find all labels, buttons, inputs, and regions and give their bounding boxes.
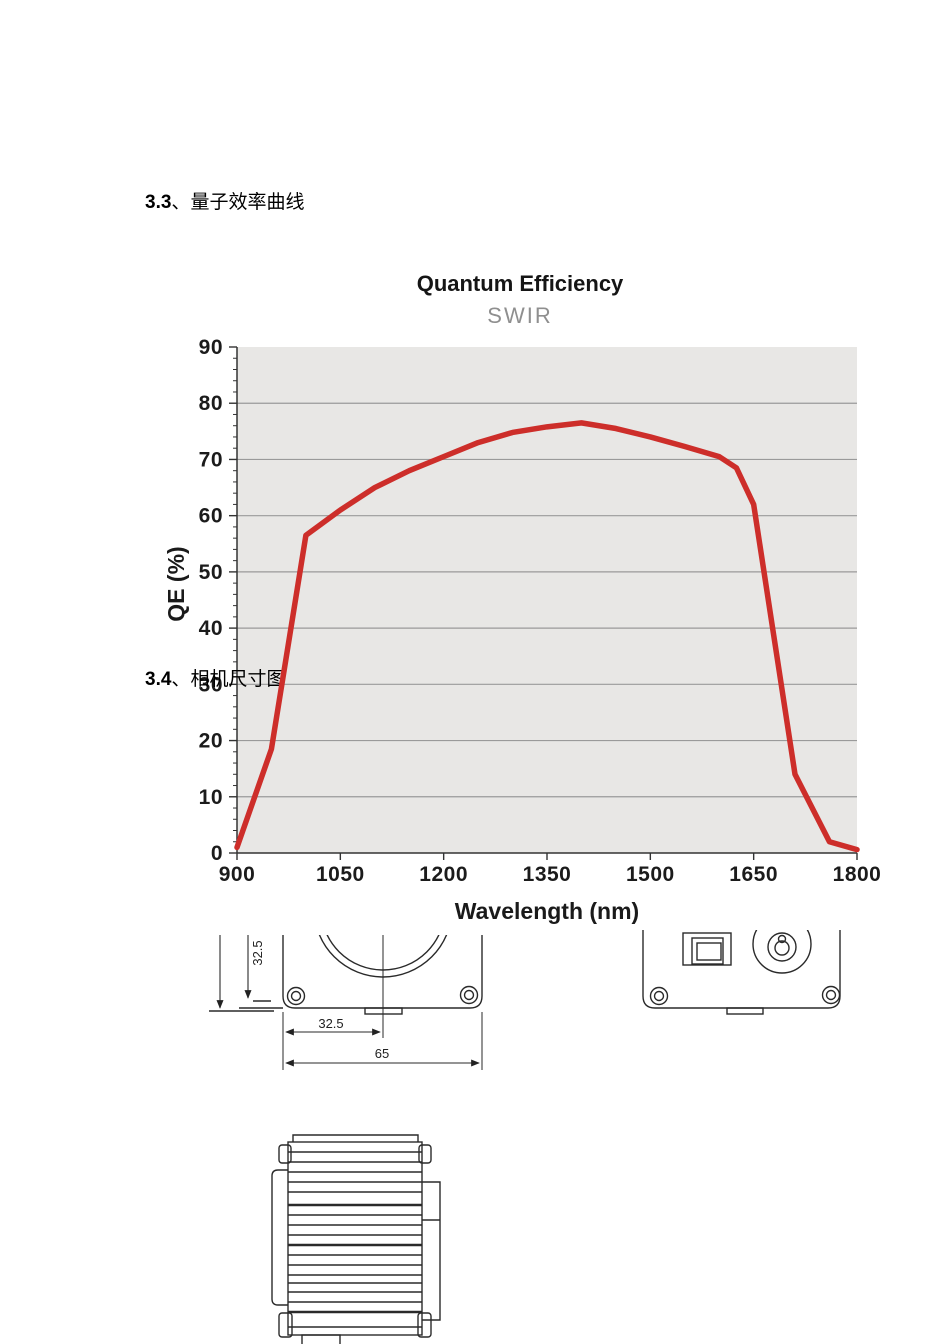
y-tick-label: 70 bbox=[199, 448, 223, 471]
screw-hole-right bbox=[459, 985, 479, 1005]
x-tick-label: 1500 bbox=[626, 863, 675, 886]
camera-top-view-drawing bbox=[271, 1134, 441, 1344]
x-axis-title: Wavelength (nm) bbox=[454, 898, 640, 924]
side-connector-block bbox=[422, 1181, 441, 1321]
camera-front-view-drawing: 32.5 32.5 65 bbox=[209, 935, 483, 1070]
section-3-3-heading: 3.3、量子效率曲线 bbox=[145, 187, 304, 214]
camera-body-outline bbox=[287, 1141, 423, 1336]
camera-back-view-drawing bbox=[642, 930, 841, 1015]
corner-tabs bbox=[278, 1144, 432, 1338]
x-tick-label: 1050 bbox=[316, 863, 365, 886]
power-io-connector bbox=[752, 930, 812, 974]
dim-label-half-width: 32.5 bbox=[318, 1016, 343, 1031]
section-number: 3.4 bbox=[145, 669, 172, 690]
dim-label-center-offset: 32.5 bbox=[250, 940, 265, 965]
x-tick-label: 1200 bbox=[419, 863, 468, 886]
section-separator: 、 bbox=[171, 669, 191, 690]
bottom-tab bbox=[301, 1334, 341, 1344]
section-number: 3.3 bbox=[145, 192, 172, 213]
qe-chart-plot: 0 10 20 30 40 50 60 70 80 90 900 1050 1200 1350 1500 16… bbox=[199, 336, 882, 886]
chart-title: Quantum Efficiency bbox=[416, 271, 624, 296]
top-cap bbox=[292, 1134, 419, 1142]
y-tick-label: 40 bbox=[199, 617, 223, 640]
side-plate-left bbox=[271, 1169, 288, 1306]
y-axis-title: QE (%) bbox=[163, 546, 189, 622]
y-tick-label: 80 bbox=[199, 392, 223, 415]
y-tick-label: 10 bbox=[199, 786, 223, 809]
y-tick-label: 30 bbox=[199, 673, 223, 696]
usb-connector bbox=[682, 932, 732, 966]
plot-background bbox=[237, 347, 857, 853]
x-tick-label: 900 bbox=[219, 863, 256, 886]
screw-hole-left bbox=[649, 986, 669, 1006]
dim-label-overall-width: 65 bbox=[375, 1046, 389, 1061]
chart-subtitle: SWIR bbox=[487, 303, 553, 328]
y-tick-label: 20 bbox=[199, 730, 223, 753]
screw-hole-left bbox=[286, 986, 306, 1006]
x-tick-label: 1650 bbox=[729, 863, 778, 886]
x-tick-label: 1800 bbox=[833, 863, 882, 886]
heatsink-fins bbox=[288, 1151, 422, 1328]
tripod-tab bbox=[364, 1007, 403, 1015]
y-tick-label: 60 bbox=[199, 505, 223, 528]
tripod-tab bbox=[726, 1007, 764, 1015]
screw-hole-right bbox=[821, 985, 841, 1005]
section-separator: 、 bbox=[171, 192, 191, 213]
y-tick-label: 50 bbox=[199, 561, 223, 584]
y-tick-label: 0 bbox=[211, 842, 223, 865]
section-3-4-heading: 3.4、相机尺寸图 bbox=[145, 664, 285, 691]
y-tick-label: 90 bbox=[199, 336, 223, 359]
section-title: 量子效率曲线 bbox=[190, 192, 305, 213]
x-tick-label: 1350 bbox=[523, 863, 572, 886]
section-title: 相机尺寸图 bbox=[190, 669, 286, 690]
